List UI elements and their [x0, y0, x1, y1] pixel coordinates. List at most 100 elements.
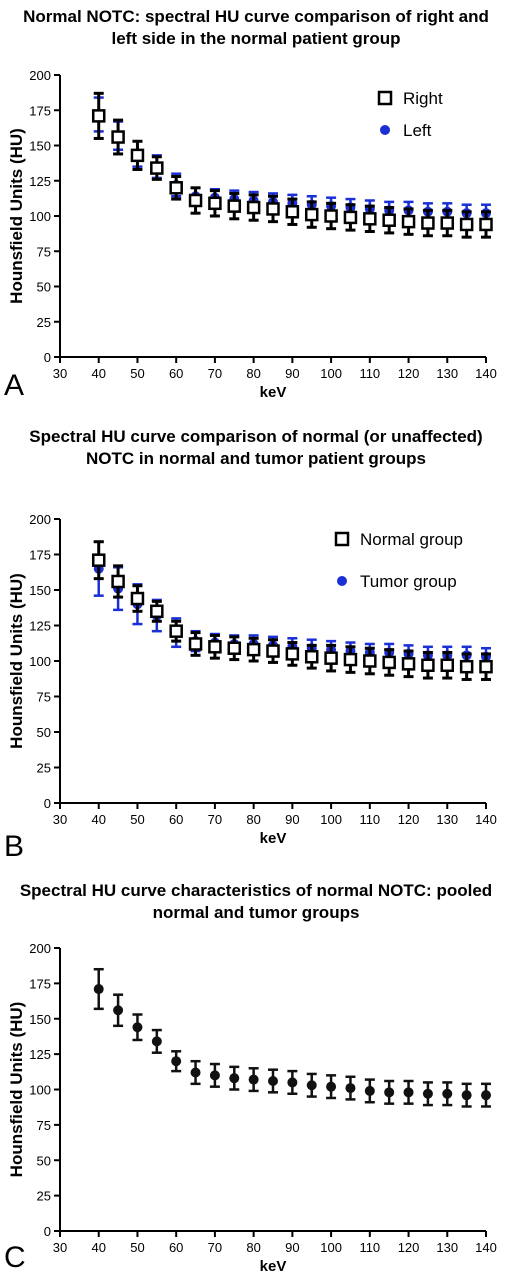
x-tick-label: 110 — [359, 812, 380, 827]
x-tick-label: 140 — [475, 1240, 497, 1255]
panel-label: A — [4, 369, 25, 402]
data-point — [363, 212, 377, 226]
y-tick-label: 200 — [29, 512, 51, 527]
x-tick-label: 100 — [320, 366, 342, 381]
x-tick-label: 100 — [320, 812, 342, 827]
data-point — [132, 1022, 143, 1033]
x-tick-label: 130 — [436, 812, 458, 827]
panel-label: B — [4, 830, 25, 863]
x-tick-label: 120 — [398, 366, 420, 381]
data-point — [343, 652, 358, 667]
data-point — [227, 199, 242, 213]
data-point — [91, 553, 106, 567]
data-point — [169, 624, 183, 638]
data-point — [151, 1036, 162, 1047]
data-point — [285, 205, 300, 219]
x-tick-label: 80 — [246, 1240, 260, 1255]
legend-label: Tumor group — [360, 572, 457, 591]
y-axis-label: Hounsfield Units (HU) — [7, 573, 26, 749]
y-tick-label: 125 — [29, 1047, 51, 1062]
y-tick-label: 75 — [37, 244, 51, 259]
data-point — [479, 217, 493, 232]
y-tick-label: 25 — [37, 761, 51, 776]
data-point — [363, 654, 377, 668]
y-tick-label: 175 — [29, 103, 51, 118]
panel-label: C — [4, 1241, 26, 1274]
data-point — [384, 1087, 395, 1098]
y-tick-label: 0 — [44, 796, 51, 811]
data-point — [326, 1081, 337, 1092]
legend-marker — [337, 576, 347, 586]
legend-label: Left — [403, 121, 432, 140]
y-tick-label: 200 — [29, 68, 51, 83]
x-tick-label: 130 — [436, 1240, 458, 1255]
data-point — [442, 1088, 453, 1099]
data-point — [190, 1067, 201, 1078]
chart-b: 0 25 50 75 100 125 150 175 200 30 40 50 60 70 80 90 100 1… — [7, 512, 497, 847]
data-point — [113, 1005, 124, 1016]
y-axis-label: Hounsfield Units (HU) — [7, 128, 26, 304]
x-tick-label: 40 — [91, 1240, 105, 1255]
data-point — [171, 1056, 182, 1067]
x-axis-label: keV — [260, 384, 287, 401]
data-point — [287, 1077, 298, 1088]
data-point — [91, 109, 106, 123]
data-point — [246, 200, 261, 215]
y-tick-label: 150 — [29, 139, 51, 154]
data-point — [268, 1076, 278, 1087]
series-1 — [91, 91, 493, 239]
y-tick-label: 150 — [29, 583, 51, 598]
x-tick-label: 40 — [91, 366, 105, 381]
y-tick-label: 0 — [44, 350, 51, 365]
series-1 — [91, 540, 493, 681]
chart-title: Normal NOTC: spectral HU curve compariso… — [23, 7, 489, 48]
data-point — [130, 591, 145, 606]
data-point — [324, 651, 338, 665]
x-tick-label: 30 — [53, 366, 67, 381]
legend-label: Normal group — [360, 530, 463, 549]
data-point — [111, 574, 125, 589]
data-point — [345, 1083, 356, 1094]
data-point — [403, 1087, 414, 1098]
series-1 — [93, 967, 491, 1108]
y-tick-label: 50 — [37, 1153, 51, 1168]
panel-c: Spectral HU curve characteristics of nor… — [0, 870, 512, 1280]
chart-a: 0 25 50 75 100 125 150 175 200 30 40 50 60 70 80 90 100 1… — [7, 68, 497, 401]
data-point — [130, 148, 145, 163]
x-tick-label: 120 — [398, 1240, 420, 1255]
data-point — [440, 216, 455, 230]
y-tick-label: 125 — [29, 619, 51, 634]
y-tick-label: 200 — [29, 941, 51, 956]
x-tick-label: 60 — [169, 1240, 183, 1255]
x-tick-label: 50 — [130, 366, 144, 381]
x-tick-label: 50 — [130, 812, 144, 827]
data-point — [227, 641, 242, 655]
x-tick-label: 40 — [91, 812, 105, 827]
panel-a: Normal NOTC: spectral HU curve compariso… — [0, 0, 512, 410]
y-tick-label: 100 — [29, 654, 51, 669]
data-point — [401, 657, 416, 671]
data-point — [382, 213, 396, 227]
data-point — [481, 1090, 491, 1101]
data-point — [169, 181, 183, 195]
x-axis-label: keV — [260, 1258, 287, 1275]
data-point — [459, 217, 474, 232]
data-point — [479, 659, 493, 674]
data-point — [285, 647, 300, 661]
x-tick-label: 70 — [208, 812, 222, 827]
data-point — [440, 658, 455, 673]
data-point — [111, 130, 125, 144]
legend-marker — [380, 125, 390, 135]
x-tick-label: 120 — [398, 812, 420, 827]
x-axis-label: keV — [260, 830, 287, 847]
x-tick-label: 60 — [169, 366, 183, 381]
y-tick-label: 0 — [44, 1224, 51, 1239]
y-tick-label: 100 — [29, 1083, 51, 1098]
x-tick-label: 100 — [320, 1240, 342, 1255]
data-point — [304, 207, 319, 222]
chart-title: Spectral HU curve characteristics of nor… — [19, 881, 493, 922]
data-point — [150, 161, 164, 175]
data-point — [401, 214, 416, 229]
data-point — [324, 209, 338, 223]
data-point — [266, 644, 280, 658]
